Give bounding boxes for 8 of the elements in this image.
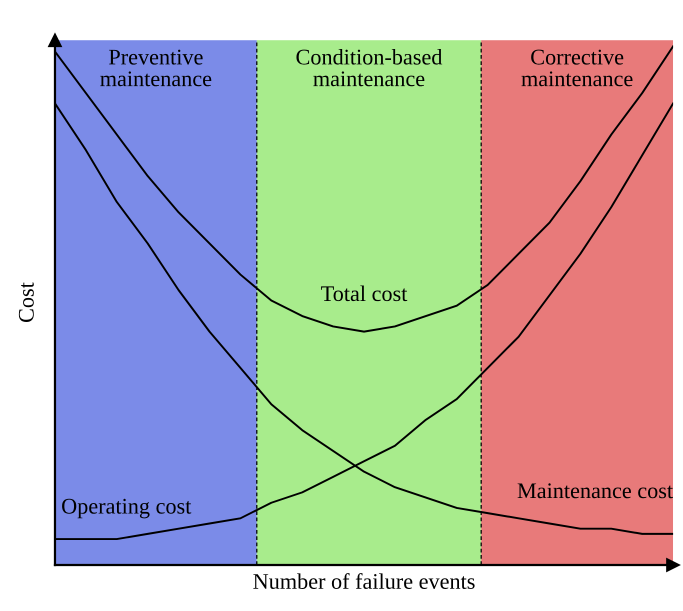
series-label: Total cost [321, 286, 408, 302]
series-label: Operating cost [62, 498, 192, 518]
x-axis-title: Number of failure events [253, 573, 475, 589]
y-axis-title: Cost [18, 282, 34, 322]
annotation: Corrective maintenance [521, 50, 633, 86]
annotation: Preventive maintenance [100, 50, 212, 86]
annotation: Condition-based maintenance [296, 48, 442, 86]
series-label: Maintenance cost [518, 483, 673, 498]
